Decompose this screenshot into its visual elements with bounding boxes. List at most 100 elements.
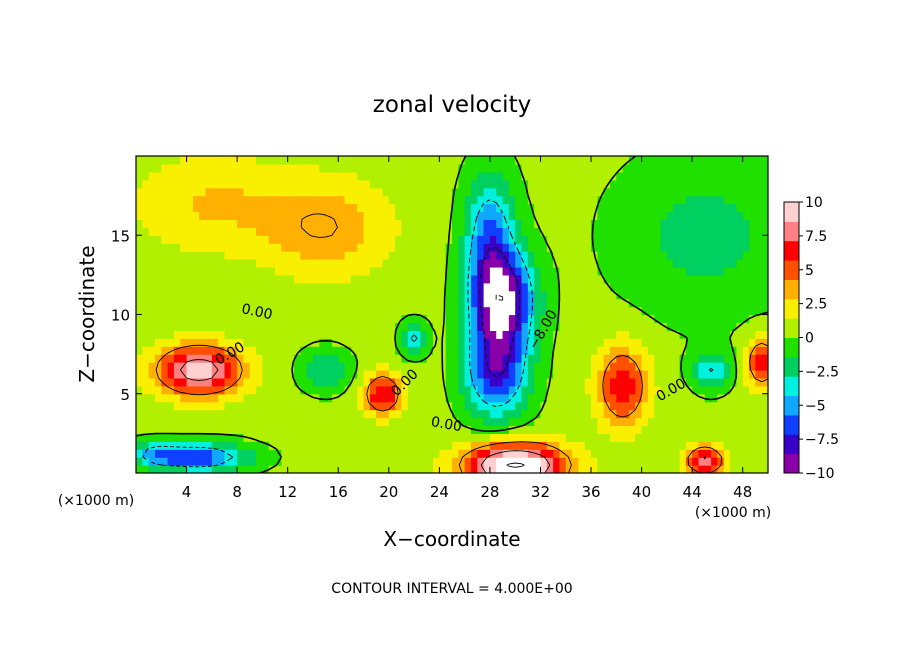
chart-title: zonal velocity xyxy=(373,92,531,118)
field-cell xyxy=(521,449,529,458)
field-cell xyxy=(344,163,352,173)
field-cell xyxy=(262,354,270,363)
field-cell xyxy=(553,425,561,434)
field-cell xyxy=(224,314,232,324)
field-cell xyxy=(502,433,510,442)
field-cell xyxy=(414,369,421,379)
field-cell xyxy=(199,362,207,371)
field-cell xyxy=(452,330,459,339)
field-cell xyxy=(407,401,415,411)
field-cell xyxy=(591,282,598,292)
field-cell xyxy=(749,401,756,411)
field-cell xyxy=(666,417,674,427)
field-cell xyxy=(654,211,662,221)
field-cell xyxy=(692,369,700,379)
field-cell xyxy=(439,259,447,268)
field-cell xyxy=(256,179,263,189)
field-cell xyxy=(704,330,712,339)
field-cell xyxy=(363,425,371,434)
field-cell xyxy=(654,330,662,339)
field-cell xyxy=(414,314,421,324)
field-cell xyxy=(395,171,403,181)
field-cell xyxy=(186,195,194,205)
field-cell xyxy=(553,243,561,252)
field-cell xyxy=(369,251,377,260)
field-cell xyxy=(161,433,169,442)
field-cell xyxy=(597,219,605,228)
field-cell xyxy=(508,465,516,473)
field-cell xyxy=(679,441,687,450)
field-cell xyxy=(249,171,257,181)
field-cell xyxy=(635,266,643,276)
field-cell xyxy=(281,298,289,308)
field-cell xyxy=(534,290,542,300)
field-cell xyxy=(736,187,744,197)
field-cell xyxy=(622,425,630,434)
field-cell xyxy=(382,211,390,221)
field-cell xyxy=(477,393,485,403)
field-cell xyxy=(148,393,156,403)
field-cell xyxy=(211,219,219,228)
field-cell xyxy=(262,156,270,165)
field-cell xyxy=(711,425,719,434)
field-cell xyxy=(647,417,655,427)
field-cell xyxy=(338,314,346,324)
field-cell xyxy=(477,425,485,434)
field-cell xyxy=(483,314,491,324)
field-cell xyxy=(388,314,396,324)
field-cell xyxy=(433,346,440,355)
field-cell xyxy=(483,227,491,236)
field-cell xyxy=(262,338,270,347)
field-cell xyxy=(319,449,327,458)
field-cell xyxy=(331,282,339,292)
field-cell xyxy=(319,211,327,221)
field-cell xyxy=(521,417,529,427)
field-cell xyxy=(704,449,712,458)
field-cell xyxy=(338,306,346,316)
field-cell xyxy=(685,338,693,347)
field-cell xyxy=(496,409,504,419)
field-cell xyxy=(312,401,320,411)
field-cell xyxy=(275,385,282,395)
field-cell xyxy=(237,362,245,371)
field-cell xyxy=(205,465,213,473)
field-cell xyxy=(755,211,763,221)
field-cell xyxy=(338,449,346,458)
field-cell xyxy=(692,259,700,268)
field-cell xyxy=(508,393,516,403)
field-cell xyxy=(711,187,719,197)
field-cell xyxy=(666,211,674,221)
field-cell xyxy=(603,243,611,252)
field-cell xyxy=(237,306,245,316)
field-cell xyxy=(521,171,529,181)
field-cell xyxy=(363,346,371,355)
field-cell xyxy=(401,417,409,427)
field-cell xyxy=(414,330,421,339)
field-cell xyxy=(704,163,712,173)
field-cell xyxy=(357,314,365,324)
field-cell xyxy=(540,409,548,419)
field-cell xyxy=(673,219,681,228)
field-cell xyxy=(287,425,295,434)
field-cell xyxy=(344,409,352,419)
field-cell xyxy=(136,219,143,228)
field-cell xyxy=(281,259,289,268)
field-cell xyxy=(426,330,434,339)
field-cell xyxy=(458,235,466,244)
field-cell xyxy=(698,235,706,244)
field-cell xyxy=(199,338,207,347)
field-cell xyxy=(167,298,175,308)
field-cell xyxy=(603,409,611,419)
field-cell xyxy=(281,156,289,165)
field-cell xyxy=(464,290,472,300)
field-cell xyxy=(508,251,516,260)
field-cell xyxy=(597,235,605,244)
field-cell xyxy=(338,187,346,197)
field-cell xyxy=(742,417,750,427)
field-cell xyxy=(508,441,516,450)
field-cell xyxy=(376,179,384,189)
field-cell xyxy=(338,441,346,450)
field-cell xyxy=(534,449,542,458)
field-cell xyxy=(521,346,529,355)
field-cell xyxy=(382,219,390,228)
